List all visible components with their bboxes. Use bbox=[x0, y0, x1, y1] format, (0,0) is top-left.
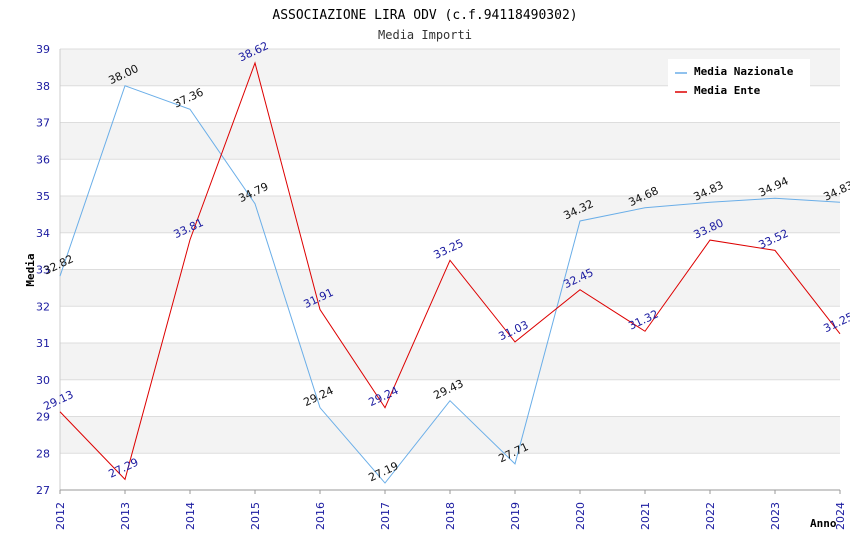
y-axis: 27 28 29 30 31 32 33 34 35 36 37 38 39 bbox=[36, 43, 50, 497]
x-tick-label: 2019 bbox=[509, 502, 522, 530]
y-tick-label: 30 bbox=[36, 374, 50, 387]
x-tick-label: 2021 bbox=[639, 502, 652, 530]
data-label: 33.25 bbox=[431, 237, 465, 262]
x-tick-label: 2015 bbox=[249, 502, 262, 530]
x-tick-label: 2020 bbox=[574, 502, 587, 530]
x-tick-label: 2018 bbox=[444, 502, 457, 530]
x-tick-label: 2014 bbox=[184, 502, 197, 530]
y-tick-label: 28 bbox=[36, 447, 50, 460]
y-tick-label: 37 bbox=[36, 117, 50, 130]
y-tick-label: 38 bbox=[36, 80, 50, 93]
legend: Media Nazionale Media Ente bbox=[668, 59, 810, 103]
chart-subtitle: Media Importi bbox=[378, 28, 472, 42]
y-tick-label: 31 bbox=[36, 337, 50, 350]
data-label: 29.24 bbox=[301, 384, 335, 409]
grid-band bbox=[60, 343, 840, 380]
x-tick-label: 2023 bbox=[769, 502, 782, 530]
data-label: 31.32 bbox=[626, 308, 660, 333]
y-tick-label: 29 bbox=[36, 411, 50, 424]
y-tick-label: 35 bbox=[36, 190, 50, 203]
legend-label-nazionale: Media Nazionale bbox=[694, 65, 794, 78]
y-tick-label: 39 bbox=[36, 43, 50, 56]
data-label: 31.25 bbox=[821, 310, 850, 335]
data-label: 29.13 bbox=[41, 388, 75, 413]
grid-band bbox=[60, 269, 840, 307]
x-axis: 2012 2013 2014 2015 2016 2017 2018 2019 2020 2021… bbox=[54, 490, 847, 530]
x-axis-label: Anno bbox=[810, 517, 837, 530]
data-label: 37.36 bbox=[171, 86, 205, 111]
data-label: 29.43 bbox=[431, 377, 465, 402]
chart-title: ASSOCIAZIONE LIRA ODV (c.f.94118490302) bbox=[272, 8, 577, 23]
y-tick-label: 32 bbox=[36, 300, 50, 313]
grid-band bbox=[60, 122, 840, 160]
y-tick-label: 27 bbox=[36, 484, 50, 497]
legend-label-ente: Media Ente bbox=[694, 84, 761, 97]
x-tick-label: 2024 bbox=[834, 502, 847, 530]
x-tick-label: 2013 bbox=[119, 502, 132, 530]
x-tick-label: 2022 bbox=[704, 502, 717, 530]
y-tick-label: 33 bbox=[36, 264, 50, 277]
y-tick-label: 36 bbox=[36, 153, 50, 166]
y-tick-label: 34 bbox=[36, 227, 50, 240]
x-tick-label: 2017 bbox=[379, 502, 392, 530]
series-line-ente bbox=[59, 61, 841, 481]
y-axis-label: Media bbox=[24, 253, 37, 286]
legend-box bbox=[668, 59, 810, 103]
data-label: 27.29 bbox=[106, 456, 140, 481]
x-tick-label: 2012 bbox=[54, 502, 67, 530]
x-tick-label: 2016 bbox=[314, 502, 327, 530]
grid-band bbox=[60, 416, 840, 454]
grid-bands bbox=[59, 48, 840, 491]
series-line-nazionale bbox=[59, 85, 841, 484]
